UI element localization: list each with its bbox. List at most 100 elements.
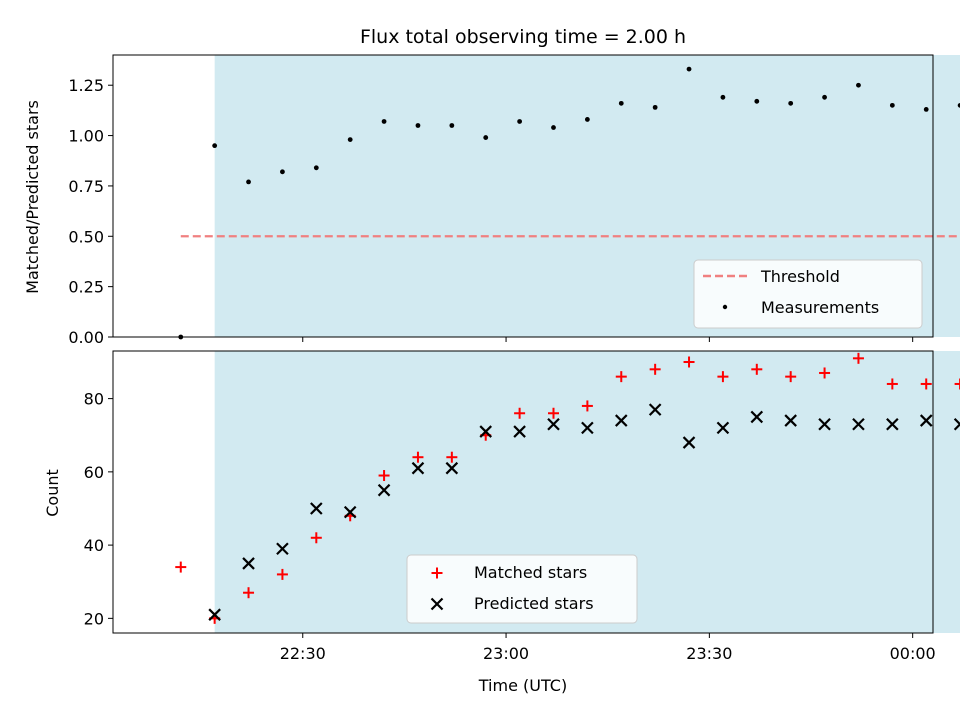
matched-star-point [175, 561, 187, 573]
bottom-y-tick-label: 20 [84, 609, 104, 628]
predicted-star-point [750, 410, 764, 424]
measurement-point [856, 82, 861, 88]
bottom-y-axis-label: Count [43, 469, 62, 517]
measurement-point [584, 117, 590, 122]
predicted-star-point [377, 483, 391, 497]
predicted-star-point [208, 608, 221, 621]
matched-star-point [615, 371, 627, 383]
predicted-star-point [614, 414, 628, 427]
matched-star-point [683, 356, 695, 368]
measurement-point [246, 179, 251, 185]
bottom-legend: Matched stars Predicted stars [406, 554, 638, 624]
top-y-tick-label: 0.25 [68, 278, 104, 297]
bottom-y-tick-label: 40 [84, 536, 104, 555]
measurement-point [686, 66, 692, 72]
measurement-point [212, 143, 218, 149]
top-panel: 0.00 0.25 0.50 0.75 1.00 1.25 Matched/Predict… [23, 54, 960, 347]
measurement-point [415, 123, 421, 128]
predicted-star-point [716, 421, 730, 435]
bottom-y-tick-label: 80 [84, 390, 104, 409]
matched-star-point [819, 367, 831, 379]
measurement-point [618, 100, 624, 106]
measurement-point [381, 119, 387, 124]
measurement-point [313, 165, 319, 171]
top-x-ticks [302, 337, 914, 342]
predicted-star-point [513, 425, 526, 438]
matched-stars-points [175, 352, 960, 624]
measurement-point [280, 169, 285, 175]
matched-star-point [446, 451, 458, 463]
top-plot-frame [112, 54, 934, 338]
measurement-point [754, 98, 760, 104]
measurement-point [347, 137, 353, 143]
top-y-tick-label: 0.00 [68, 328, 104, 347]
matched-star-point [954, 378, 960, 390]
measurement-point [652, 104, 658, 110]
top-y-tick-label: 1.00 [68, 127, 104, 146]
bottom-plot-frame [112, 350, 934, 634]
matched-star-point [852, 352, 864, 364]
predicted-star-point [276, 542, 289, 556]
predicted-star-point [445, 461, 459, 475]
matched-star-point [412, 451, 424, 463]
predicted-star-point [818, 417, 831, 431]
predicted-star-point [242, 557, 255, 570]
measurement-point [720, 94, 726, 100]
measurement-point [822, 94, 827, 100]
x-axis-label: Time (UTC) [478, 676, 567, 695]
x-tick-label: 23:30 [686, 644, 732, 663]
matched-star-point [751, 363, 763, 375]
predicted-star-point [953, 417, 960, 431]
predicted-star-point [919, 414, 933, 427]
top-legend-box [693, 259, 923, 329]
matched-star-point [378, 470, 390, 482]
predicted-stars-points [208, 403, 960, 621]
measurement-point [889, 102, 895, 108]
matched-star-point [243, 587, 255, 599]
measurement-points [178, 66, 960, 340]
matched-star-point [310, 532, 322, 544]
chart-title: Flux total observing time = 2.00 h [360, 26, 686, 48]
measurement-point [957, 102, 960, 108]
x-tick-label: 23:00 [483, 644, 529, 663]
top-y-ticks: 0.00 0.25 0.50 0.75 1.00 1.25 [68, 76, 113, 347]
measurement-point [923, 106, 929, 112]
top-y-tick-label: 1.25 [68, 76, 104, 95]
top-y-tick-label: 0.75 [68, 177, 104, 196]
matched-star-point [785, 371, 797, 383]
legend-matched-label: Matched stars [474, 563, 587, 582]
x-tick-label: 00:00 [890, 644, 936, 663]
legend-predicted-swatch [430, 597, 444, 611]
matched-star-point [276, 568, 288, 580]
predicted-star-point [784, 414, 797, 427]
predicted-star-point [648, 403, 662, 416]
matched-star-point [886, 378, 898, 390]
measurement-point [517, 119, 523, 124]
predicted-star-point [547, 417, 560, 431]
measurement-point [551, 125, 556, 130]
predicted-star-point [310, 502, 323, 515]
predicted-star-point [411, 461, 425, 475]
top-y-axis-label: Matched/Predicted stars [23, 100, 42, 294]
predicted-star-point [581, 421, 594, 435]
matched-star-point [920, 378, 932, 390]
top-legend: Threshold Measurements [693, 259, 923, 329]
bottom-y-tick-label: 60 [84, 463, 104, 482]
matched-star-point [514, 407, 526, 419]
bottom-legend-box [406, 554, 638, 624]
matched-star-point [581, 400, 593, 412]
legend-measurements-swatch [722, 304, 728, 310]
predicted-star-point [343, 505, 357, 519]
predicted-star-point [479, 425, 493, 438]
matched-star-point [547, 407, 559, 419]
legend-x-marker [430, 597, 444, 611]
matched-star-point [649, 363, 661, 375]
predicted-star-point [886, 417, 899, 431]
legend-measurements-label: Measurements [761, 298, 879, 317]
legend-threshold-label: Threshold [760, 267, 840, 286]
legend-predicted-label: Predicted stars [474, 594, 594, 613]
legend-matched-swatch [431, 567, 443, 579]
x-tick-label: 22:30 [280, 644, 326, 663]
